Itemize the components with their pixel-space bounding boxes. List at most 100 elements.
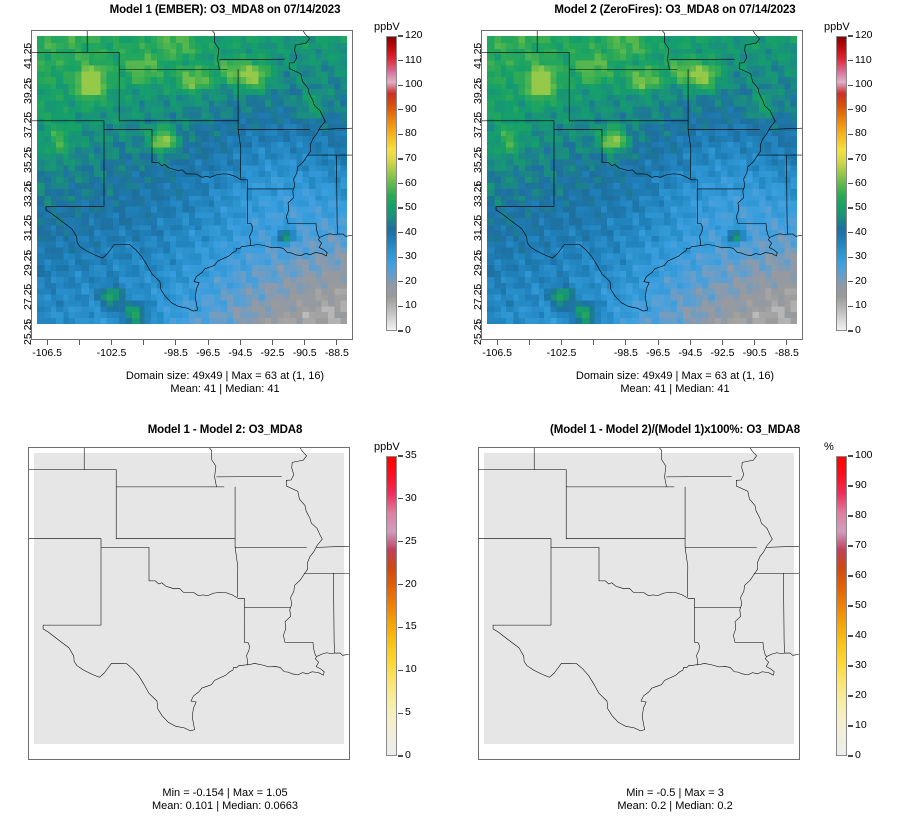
colorbar-tick-label: 30 (405, 491, 417, 504)
state-boundaries-overlay (482, 31, 802, 339)
y-axis-tick-label: 37.25 (472, 111, 484, 139)
colorbar-tick-label: 30 (405, 250, 417, 263)
colorbar-tick-label: 120 (855, 29, 873, 41)
colorbar-tick (848, 695, 853, 697)
colorbar-tick-label: 35 (405, 449, 417, 461)
colorbar-tick (848, 665, 853, 667)
colorbar-tick-label: 40 (855, 629, 867, 641)
colorbar-tick-label: 100 (855, 78, 873, 91)
x-axis-tick (78, 340, 80, 345)
x-axis-tick (271, 340, 274, 345)
x-axis-tick (689, 340, 691, 345)
y-axis-tick-label: 33.25 (472, 180, 484, 207)
y-axis-tick (26, 149, 31, 152)
colorbar-tick (398, 182, 403, 185)
colorbar-tick (848, 635, 853, 637)
y-axis-tick (26, 287, 31, 289)
colorbar-tick (848, 515, 853, 517)
colorbar-tick-label: 70 (405, 151, 417, 164)
x-axis-tick (110, 340, 113, 345)
x-axis-tick (593, 340, 595, 345)
plot-frame (481, 30, 803, 340)
colorbar-tick (848, 755, 853, 757)
colorbar-tick (848, 305, 853, 307)
y-axis-tick-label: 39.25 (472, 77, 484, 104)
colorbar-tick (398, 755, 403, 757)
colorbar-tick-label: 25 (405, 534, 417, 547)
x-axis-tick (721, 340, 724, 345)
x-axis-tick (496, 340, 498, 345)
colorbar-tick-label: 40 (855, 225, 867, 238)
colorbar-tick-label: 30 (855, 659, 867, 671)
x-axis-tick (207, 340, 209, 345)
x-axis-tick-label: -88.5 (774, 347, 799, 359)
x-axis-tick-label: -96.5 (646, 347, 671, 359)
colorbar-tick (398, 109, 403, 111)
colorbar-tick-label: 80 (855, 127, 867, 140)
y-axis-tick (26, 322, 31, 324)
y-axis-tick (476, 218, 481, 221)
state-boundaries-overlay (29, 448, 349, 759)
y-axis-tick (26, 115, 31, 117)
y-axis-tick (476, 287, 481, 289)
colorbar-tick-label: 110 (405, 53, 422, 66)
x-axis-tick (528, 340, 530, 345)
colorbar-tick-label: 20 (405, 274, 417, 287)
colorbar-tick (398, 626, 403, 629)
y-axis-tick-label: 41.25 (22, 42, 34, 70)
colorbar-tick (398, 541, 403, 543)
y-axis-tick (26, 184, 31, 186)
colorbar-tick-label: 30 (855, 250, 867, 263)
y-axis-tick-label: 27.25 (472, 284, 484, 311)
colorbar-tick-label: 10 (855, 719, 867, 731)
colorbar-tick-label: 10 (855, 299, 867, 312)
panel-title: Model 1 (EMBER): O3_MDA8 on 07/14/2023 (109, 4, 341, 16)
colorbar-tick-label: 0 (855, 749, 861, 761)
y-axis-tick-label: 31.25 (472, 215, 484, 242)
colorbar-tick (398, 669, 403, 671)
y-axis-tick-label: 25.25 (22, 318, 34, 345)
x-axis-tick (560, 340, 563, 345)
x-axis-tick-label: -96.5 (196, 347, 221, 359)
colorbar-tick-label: 0 (405, 324, 411, 336)
y-axis-tick (26, 81, 31, 83)
x-axis-tick-label: -90.5 (292, 347, 317, 359)
colorbar-tick (848, 455, 853, 457)
colorbar-tick (398, 207, 403, 209)
stats-line-1: Domain size: 49x49 | Max = 63 at (1, 16) (575, 370, 775, 382)
colorbar-tick (398, 158, 403, 160)
colorbar-tick-label: 90 (405, 102, 417, 115)
colorbar-tick-label: 70 (855, 151, 867, 164)
colorbar-tick-label: 15 (405, 620, 417, 633)
stats-line-2: Mean: 41 | Median: 41 (620, 383, 730, 395)
colorbar-tick (398, 133, 403, 135)
colorbar-tick (848, 133, 853, 135)
colorbar-tick (398, 59, 403, 62)
colorbar-tick-label: 90 (855, 479, 867, 491)
colorbar-gradient (836, 36, 847, 331)
panel-title: Model 2 (ZeroFires): O3_MDA8 on 07/14/20… (554, 4, 796, 16)
x-axis-tick-label: -92.5 (710, 347, 735, 359)
y-axis-tick-label: 35.25 (22, 146, 34, 173)
colorbar-unit-label: ppbV (374, 441, 400, 453)
x-axis-tick (46, 340, 48, 345)
colorbar-tick-label: 0 (405, 749, 411, 761)
x-axis-tick (304, 340, 306, 345)
x-axis-tick-label: -106.5 (482, 347, 512, 359)
colorbar-unit-label: % (824, 441, 834, 453)
x-axis-tick-label: -94.5 (228, 347, 253, 359)
panel-model1: Model 1 (EMBER): O3_MDA8 on 07/14/2023 -… (0, 0, 450, 420)
y-axis-tick (476, 81, 481, 83)
colorbar-unit-label: ppbV (374, 21, 400, 33)
x-axis-tick-label: -106.5 (32, 347, 62, 359)
stats-line-1: Domain size: 49x49 | Max = 63 at (1, 16) (125, 370, 325, 382)
colorbar-tick (848, 59, 853, 62)
colorbar-tick (848, 84, 853, 86)
y-axis-tick-label: 29.25 (22, 249, 34, 276)
panel-model2: Model 2 (ZeroFires): O3_MDA8 on 07/14/20… (450, 0, 900, 420)
y-axis-tick-label: 31.25 (22, 215, 34, 242)
x-axis-tick (143, 340, 145, 345)
colorbar-tick (848, 281, 853, 283)
colorbar-tick (398, 232, 403, 234)
